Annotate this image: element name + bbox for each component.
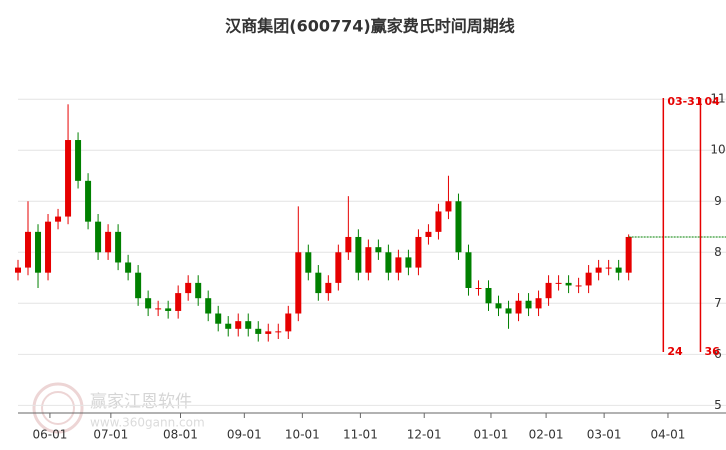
candle-body <box>235 321 242 329</box>
candle-body <box>225 323 232 329</box>
candle-body <box>285 313 292 332</box>
x-tick-label: 10-01 <box>285 428 320 442</box>
candle-body <box>175 293 182 311</box>
candle-body <box>35 231 42 273</box>
candle-body <box>215 313 222 324</box>
x-tick-label: 08-01 <box>163 428 198 442</box>
candle-body <box>355 236 362 273</box>
candle-body <box>95 221 102 253</box>
y-tick-label: 10 <box>710 143 725 157</box>
x-tick-label: 06-01 <box>32 428 67 442</box>
candle-body <box>505 308 512 314</box>
candle-body <box>585 272 592 286</box>
x-tick-label: 07-01 <box>93 428 128 442</box>
candle-body <box>85 180 92 222</box>
candle-body <box>65 140 72 217</box>
watermark: 赢家江恩软件 www.360gann.com <box>32 382 205 434</box>
watermark-logo <box>32 382 84 434</box>
candle-body <box>405 257 412 268</box>
cycle-date: 03-31 <box>667 95 702 108</box>
candle-body <box>15 267 21 273</box>
watermark-name: 赢家江恩软件 <box>90 392 192 412</box>
candle-body <box>395 257 402 273</box>
candle-body <box>185 282 192 294</box>
candle-body <box>565 282 572 286</box>
candle-body <box>625 236 632 273</box>
candle-body <box>55 216 62 222</box>
y-tick-label: 6 <box>714 347 722 361</box>
candle-body <box>115 231 122 263</box>
cycle-count: 36 <box>704 345 720 358</box>
candle-body <box>605 267 612 269</box>
y-tick-label: 9 <box>714 194 722 208</box>
candle-body <box>445 201 452 212</box>
watermark-logo-inner <box>41 391 75 425</box>
candle-body <box>155 308 162 310</box>
cycle-date: 04 <box>704 95 720 108</box>
x-tick-label: 04-01 <box>651 428 686 442</box>
candle-body <box>615 267 622 273</box>
candle-body <box>325 282 332 294</box>
candle-body <box>335 252 342 283</box>
candle-body <box>305 252 312 273</box>
candle-body <box>365 247 372 273</box>
candle-body <box>595 267 602 273</box>
candle-body <box>255 328 262 334</box>
candle-body <box>165 308 172 311</box>
candle-body <box>145 298 152 309</box>
candle-body <box>425 231 432 237</box>
candle-body <box>415 236 422 268</box>
candle-body <box>575 285 582 287</box>
candle-body <box>495 303 502 309</box>
candle-body <box>245 321 252 329</box>
candle-body <box>455 201 462 253</box>
candle-body <box>525 300 532 309</box>
candle-body <box>515 300 522 314</box>
candle-body <box>435 211 442 232</box>
candle-body <box>545 282 552 299</box>
candle-body <box>385 252 392 273</box>
candle-body <box>195 282 202 299</box>
y-tick-label: 7 <box>714 296 722 310</box>
candle-body <box>265 331 272 334</box>
candle-body <box>75 140 82 181</box>
x-tick-label: 01-01 <box>474 428 509 442</box>
candle-body <box>345 236 352 253</box>
candle-body <box>125 262 132 273</box>
candle-body <box>135 272 142 299</box>
candle-body <box>555 282 562 284</box>
candle-body <box>535 298 542 309</box>
candle-body <box>205 298 212 314</box>
candle-body <box>475 287 482 289</box>
candle-body <box>105 231 112 253</box>
x-tick-label: 09-01 <box>227 428 262 442</box>
x-tick-label: 03-01 <box>587 428 622 442</box>
y-tick-label: 8 <box>714 245 722 259</box>
candle-body <box>465 252 472 288</box>
cycle-count: 24 <box>667 345 683 358</box>
candle-body <box>25 231 32 268</box>
candle-body <box>375 247 382 253</box>
candle-body <box>485 287 492 304</box>
watermark-url: www.360gann.com <box>90 416 205 430</box>
chart-title: 汉商集团(600774)赢家费氏时间周期线 <box>225 17 514 36</box>
x-tick-label: 02-01 <box>529 428 564 442</box>
y-tick-label: 5 <box>714 398 722 412</box>
candle-body <box>45 221 52 273</box>
candle-body <box>275 331 282 333</box>
candle-body <box>295 252 302 314</box>
y-tick-label: 11 <box>710 92 725 106</box>
candle-body <box>315 272 322 294</box>
x-tick-label: 12-01 <box>407 428 442 442</box>
x-tick-label: 11-01 <box>343 428 378 442</box>
